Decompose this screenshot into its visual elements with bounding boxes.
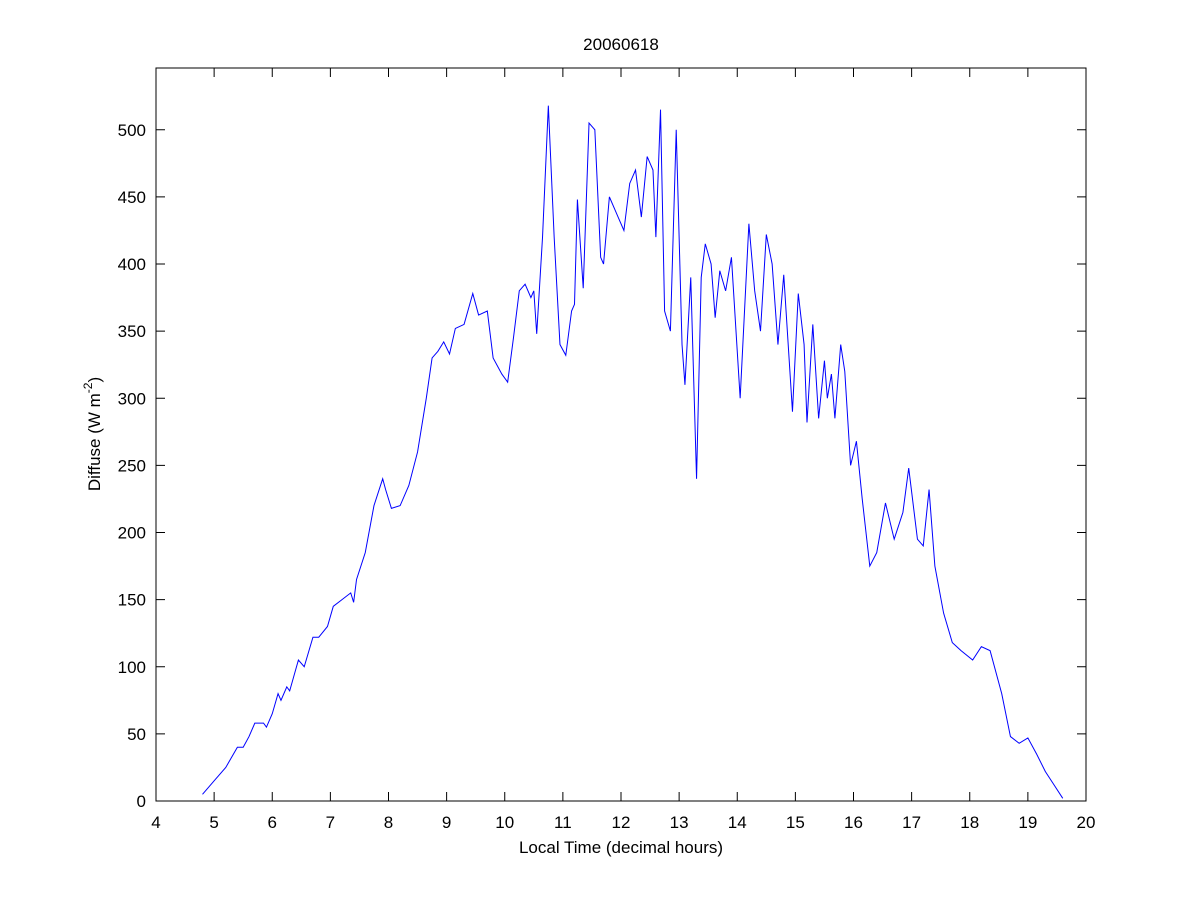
y-tick-label: 0 [137,792,146,811]
x-tick-label: 7 [326,813,335,832]
y-tick-label: 350 [118,322,146,341]
data-line [202,105,1064,799]
x-tick-label: 17 [902,813,921,832]
y-tick-label: 150 [118,591,146,610]
x-tick-label: 5 [209,813,218,832]
x-tick-label: 4 [151,813,160,832]
y-label-superscript: -2 [81,382,95,393]
x-tick-label: 6 [268,813,277,832]
x-tick-label: 16 [844,813,863,832]
x-tick-label: 12 [612,813,631,832]
x-tick-label: 11 [554,813,572,832]
x-tick-label: 10 [495,813,514,832]
x-tick-label: 14 [728,813,747,832]
x-tick-label: 20 [1077,813,1096,832]
x-tick-label: 13 [670,813,689,832]
x-tick-label: 15 [786,813,805,832]
y-tick-label: 400 [118,255,146,274]
x-axis-label: Local Time (decimal hours) [519,838,723,857]
x-tick-label: 8 [384,813,393,832]
y-tick-label: 500 [118,121,146,140]
y-tick-label: 50 [127,725,146,744]
y-tick-label: 100 [118,658,146,677]
y-tick-label: 250 [118,456,146,475]
y-label-part: Diffuse (W m [85,393,104,491]
y-label-part: ) [85,377,104,383]
y-tick-label: 200 [118,524,146,543]
y-tick-label: 300 [118,389,146,408]
x-tick-label: 9 [442,813,451,832]
x-tick-label: 19 [1018,813,1037,832]
y-tick-label: 450 [118,188,146,207]
x-tick-label: 18 [960,813,979,832]
y-axis-label: Diffuse (W m-2) [81,377,104,491]
chart-title: 20060618 [583,35,659,54]
plot-frame [155,67,1087,802]
